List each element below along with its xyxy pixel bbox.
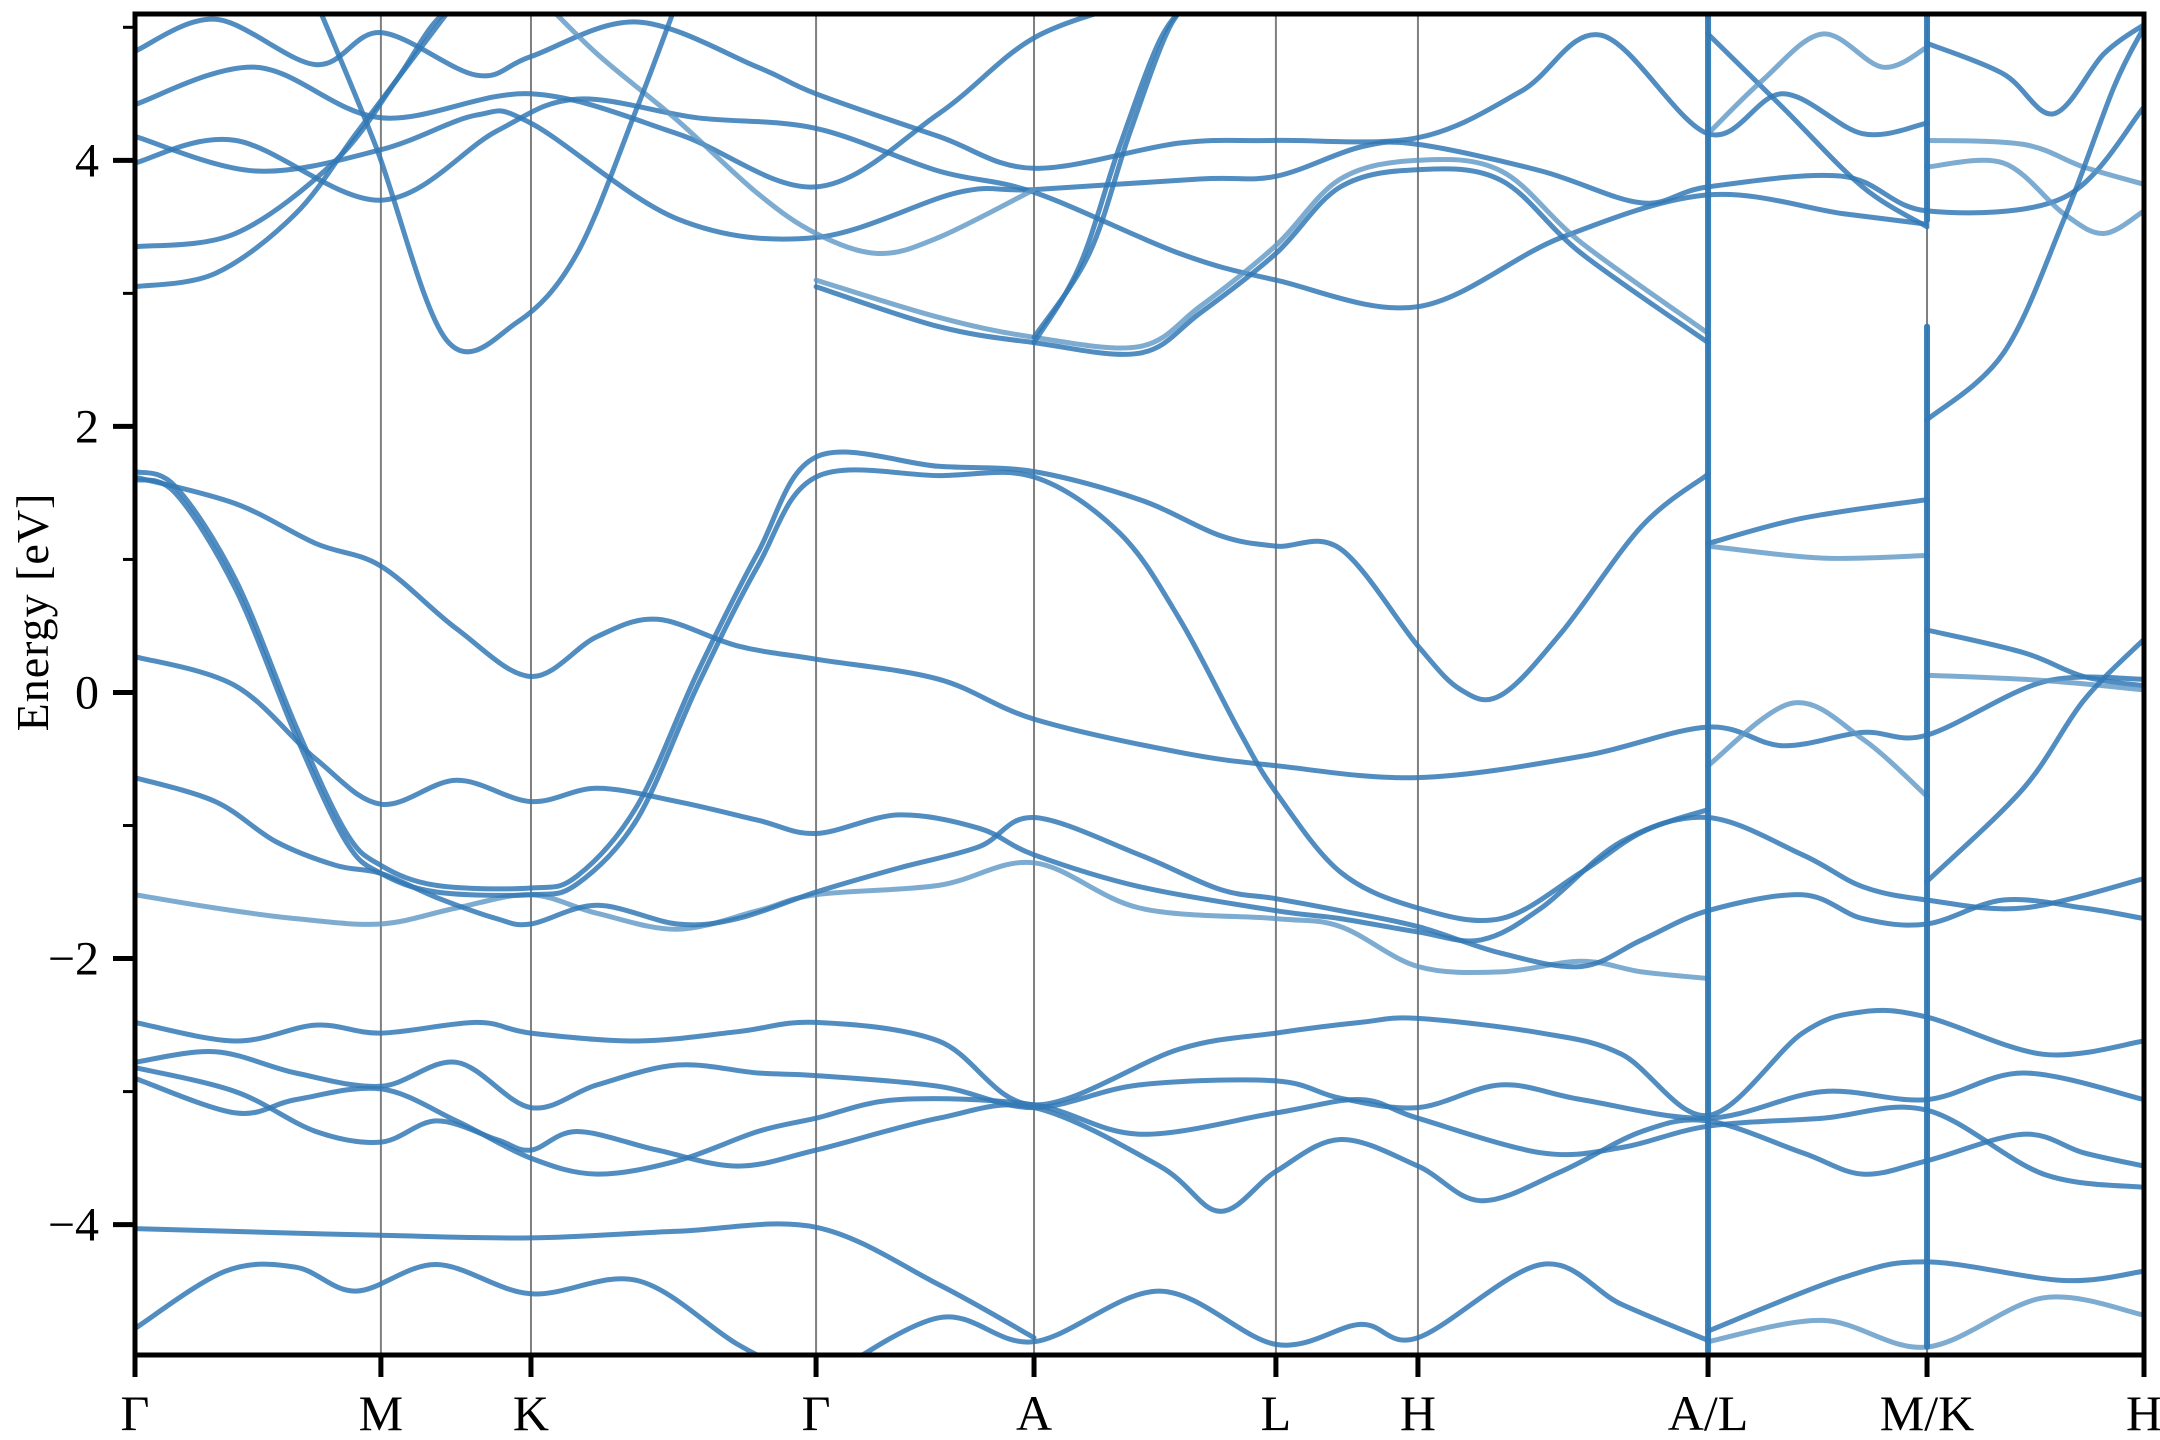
x-tick-label-Γ: Γ (802, 1385, 831, 1440)
x-tick-label-M: M (359, 1385, 403, 1440)
x-tick-label-K: K (513, 1385, 549, 1440)
band-10 (135, 859, 1711, 981)
band-05 (135, 1221, 1037, 1341)
band-37 (1924, 24, 2144, 423)
x-tick-label-A/L: A/L (1668, 1385, 1749, 1440)
band-22 (135, 16, 1930, 171)
band-17 (1705, 543, 1930, 561)
band-19 (1924, 672, 2144, 693)
x-tick-label-L: L (1261, 1385, 1292, 1440)
band-21 (1705, 700, 1930, 799)
band-33 (1031, 14, 1182, 340)
x-tick-label-H: H (2126, 1385, 2160, 1440)
band-27 (813, 156, 1711, 351)
band-14 (135, 449, 1711, 892)
y-tick-label: −2 (48, 933, 99, 986)
band-16 (1705, 497, 1930, 546)
band-35 (1924, 137, 2144, 187)
band-11 (135, 775, 2144, 970)
y-tick-label: −4 (48, 1199, 99, 1252)
band-12 (135, 654, 2144, 944)
band-38 (1705, 31, 1930, 230)
band-01 (135, 1261, 763, 1355)
band-09 (135, 1075, 2144, 1190)
y-tick-label: 2 (75, 400, 99, 453)
y-tick-label: 4 (75, 134, 99, 187)
band-26 (813, 166, 1711, 357)
band-30 (552, 14, 1037, 257)
band-20 (1924, 636, 2144, 884)
y-tick-label: 0 (75, 666, 99, 719)
x-tick-label-Γ: Γ (121, 1385, 150, 1440)
band-32 (1031, 14, 1181, 346)
band-29 (135, 14, 448, 250)
band-23 (135, 14, 1104, 190)
band-24 (135, 104, 2144, 242)
band-07 (135, 1049, 2144, 1121)
band-31 (318, 14, 676, 355)
band-lines (135, 14, 2144, 1355)
band-13 (135, 474, 2144, 781)
band-39 (1705, 31, 1930, 137)
band-02 (857, 1261, 1711, 1355)
band-36 (1924, 157, 2144, 236)
x-tick-label-M/K: M/K (1880, 1385, 1974, 1440)
band-34 (1924, 22, 2144, 117)
band-06 (135, 1007, 2144, 1119)
x-tick-label-A: A (1016, 1385, 1052, 1440)
plot-frame (132, 11, 2147, 1358)
band-15 (135, 467, 1711, 924)
y-axis-label: Energy [eV] (7, 492, 58, 732)
x-tick-label-H: H (1400, 1385, 1436, 1440)
band-18 (1924, 627, 2144, 689)
band-25 (135, 96, 1930, 311)
